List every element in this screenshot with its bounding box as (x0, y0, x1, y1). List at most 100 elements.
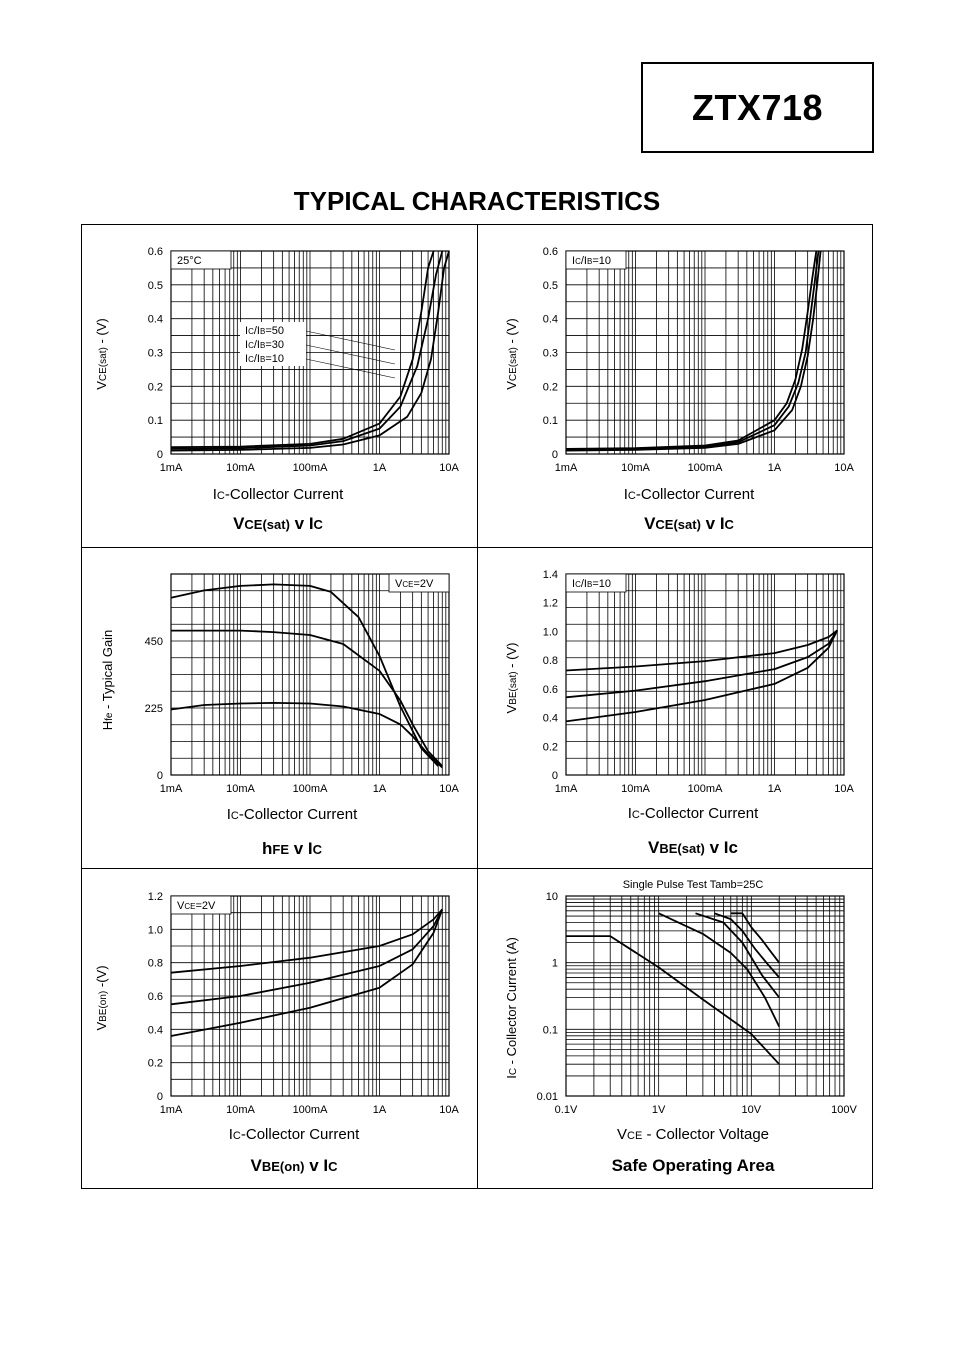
series-line-1 (170, 583, 439, 767)
subscript: C (575, 580, 581, 589)
text-part: v I (289, 839, 313, 858)
x-tick-label: 1mA (555, 783, 578, 795)
y-tick-label: 0.6 (148, 246, 163, 258)
text-part: =30 (265, 339, 284, 351)
subscript: C (231, 810, 239, 822)
x-tick-label: 1A (768, 783, 782, 795)
y-tick-label: 0.01 (537, 1091, 558, 1103)
y-tick-label: 0.2 (148, 381, 163, 393)
annotation-box (170, 895, 232, 915)
x-tick-label: 10A (834, 462, 854, 474)
series-line-1 (170, 250, 435, 449)
subscript: fe (104, 712, 115, 721)
chart-title: VCE(sat) v IC (233, 514, 323, 533)
text-part: -Collector Current (241, 1126, 360, 1143)
annotation: IC/IB=10 (572, 255, 611, 267)
y-tick-label: 0.4 (148, 1024, 163, 1036)
legend-leader (305, 358, 396, 379)
series-line-1 (565, 629, 838, 672)
chart-3: 1mA 10mA 100mA 1A 10A0225450VCE=2VIC-Collect… (100, 573, 459, 858)
annotation: VCE=2V (395, 578, 434, 590)
subscript: C (313, 842, 323, 857)
text-part: V (504, 704, 519, 713)
subscript: B (587, 580, 592, 589)
x-tick-label: 1A (373, 783, 387, 795)
annotation: IC/IB=10 (572, 578, 611, 590)
text-part: =10 (592, 255, 611, 267)
text-part: I (227, 806, 231, 823)
chart-title: VBE(on) v IC (251, 1156, 339, 1175)
y-tick-label: 10 (546, 891, 558, 903)
x-tick-label: 0.1V (555, 1104, 578, 1116)
series-line-2 (170, 250, 444, 450)
subscript: CE(sat) (244, 517, 290, 532)
annotation: 25°C (177, 255, 202, 267)
annotation-box (565, 573, 627, 593)
subscript: C (248, 341, 254, 350)
y-axis-label: IC - Collector Current (A) (504, 937, 519, 1079)
series-line-5 (730, 912, 780, 964)
text-part: h (262, 839, 272, 858)
subscript: B (260, 341, 265, 350)
chart-title: hFE v IC (262, 839, 323, 858)
x-tick-label: 10V (742, 1104, 762, 1116)
text-part: V (644, 514, 656, 533)
series-line-2 (171, 629, 443, 767)
page-title: TYPICAL CHARACTERISTICS (293, 186, 661, 216)
x-tick-label: 10A (834, 783, 854, 795)
chart-grid-frame (81, 224, 873, 1189)
subscript: BE(on) (98, 991, 109, 1022)
text-part: /I (581, 255, 587, 267)
series-line-3 (695, 912, 780, 999)
y-axis-label: VCE(sat) - (V) (504, 318, 519, 389)
text-part: -Collector Current (225, 486, 344, 503)
text-part: V (648, 838, 660, 857)
subscript: B (260, 355, 265, 364)
y-tick-label: 0.2 (543, 741, 558, 753)
y-tick-label: 0.6 (148, 991, 163, 1003)
text-part: Safe Operating Area (612, 1156, 775, 1175)
x-tick-label: 1mA (160, 1104, 183, 1116)
annotation-box (388, 573, 450, 593)
y-tick-label: 0.8 (543, 655, 558, 667)
text-part: - (V) (504, 318, 519, 347)
y-tick-label: 0.4 (543, 713, 558, 725)
subscript: BE(sat) (659, 841, 705, 856)
x-tick-label: 1V (652, 1104, 666, 1116)
subscript: C (248, 355, 254, 364)
text-part: /I (254, 353, 260, 365)
x-tick-label: 10A (439, 1104, 459, 1116)
subscript: C (328, 1159, 338, 1174)
subscript: BE(on) (262, 1159, 305, 1174)
text-part: - (V) (94, 318, 109, 347)
series-line-1 (170, 908, 443, 974)
y-tick-label: 1 (552, 958, 558, 970)
subscript: C (725, 517, 735, 532)
subscript: B (587, 257, 592, 266)
grid-divider-horizontal (82, 547, 872, 548)
text-part: I (504, 1075, 519, 1079)
x-axis-label: VCE - Collector Voltage (617, 1126, 769, 1143)
text-part: V (504, 381, 519, 390)
annotation: VCE=2V (177, 900, 216, 912)
y-tick-label: 0.5 (543, 280, 558, 292)
text-part: H (100, 721, 115, 730)
text-part: V (395, 578, 403, 590)
chart-4: 1mA 10mA 100mA 1A 10A 0 0.2 0.4 0.6 0.8 1.0 1.2 1.4 I… (504, 569, 854, 857)
x-tick-label: 10mA (226, 1104, 255, 1116)
subscript: C (632, 809, 640, 821)
part-number-box: ZTX718 (641, 62, 874, 153)
x-tick-label: 10mA (621, 783, 650, 795)
series-line-2 (170, 908, 444, 1006)
text-part: /I (254, 339, 260, 351)
y-tick-label: 450 (145, 636, 163, 648)
x-tick-label: 10A (439, 783, 459, 795)
x-tick-label: 100mA (293, 1104, 329, 1116)
series-line-4 (714, 912, 780, 979)
y-tick-label: 0.8 (148, 958, 163, 970)
text-part: - Collector Current (A) (504, 937, 519, 1068)
chart-6: 0.1V 1V 10V 100V 0.01 0.1 1 10 Single Pulse Test… (504, 879, 858, 1175)
text-part: V (177, 900, 185, 912)
subscript: CE(sat) (655, 517, 701, 532)
